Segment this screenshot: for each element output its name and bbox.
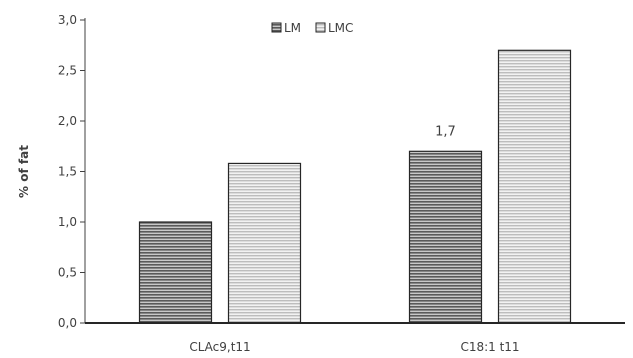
data-labels: 1,7 xyxy=(435,124,456,139)
y-tick-label: 0,0 xyxy=(58,316,77,330)
y-tick-label: 3,0 xyxy=(58,13,77,27)
y-axis-title: % of fat xyxy=(17,145,31,198)
bars xyxy=(138,49,572,324)
bar-lm-0 xyxy=(138,221,213,324)
y-tick-label: 0,5 xyxy=(58,266,77,280)
data-label: 1,7 xyxy=(435,124,456,139)
x-category-label: C18:1 t11 xyxy=(460,340,519,354)
x-category-label: CLAc9,t11 xyxy=(189,340,250,354)
legend-label-lm: LM xyxy=(284,21,301,35)
y-tick-label: 2,5 xyxy=(58,64,77,78)
y-tick-label: 1,5 xyxy=(58,165,77,179)
legend-swatch-lm xyxy=(271,22,282,33)
y-tick-label: 2,0 xyxy=(58,114,77,128)
y-tick-label: 1,0 xyxy=(58,215,77,229)
legend: LM LMC xyxy=(271,21,353,35)
legend-label-lmc: LMC xyxy=(328,21,353,35)
y-axis: 0,0 0,5 1,0 1,5 2,0 2,5 3,0 xyxy=(58,13,86,330)
bar-lmc-1 xyxy=(497,49,572,324)
legend-swatch-lmc xyxy=(315,22,326,33)
bar-lmc-0 xyxy=(227,162,302,324)
x-axis: CLAc9,t11 C18:1 t11 xyxy=(85,322,625,354)
bar-lm-1 xyxy=(408,150,483,324)
